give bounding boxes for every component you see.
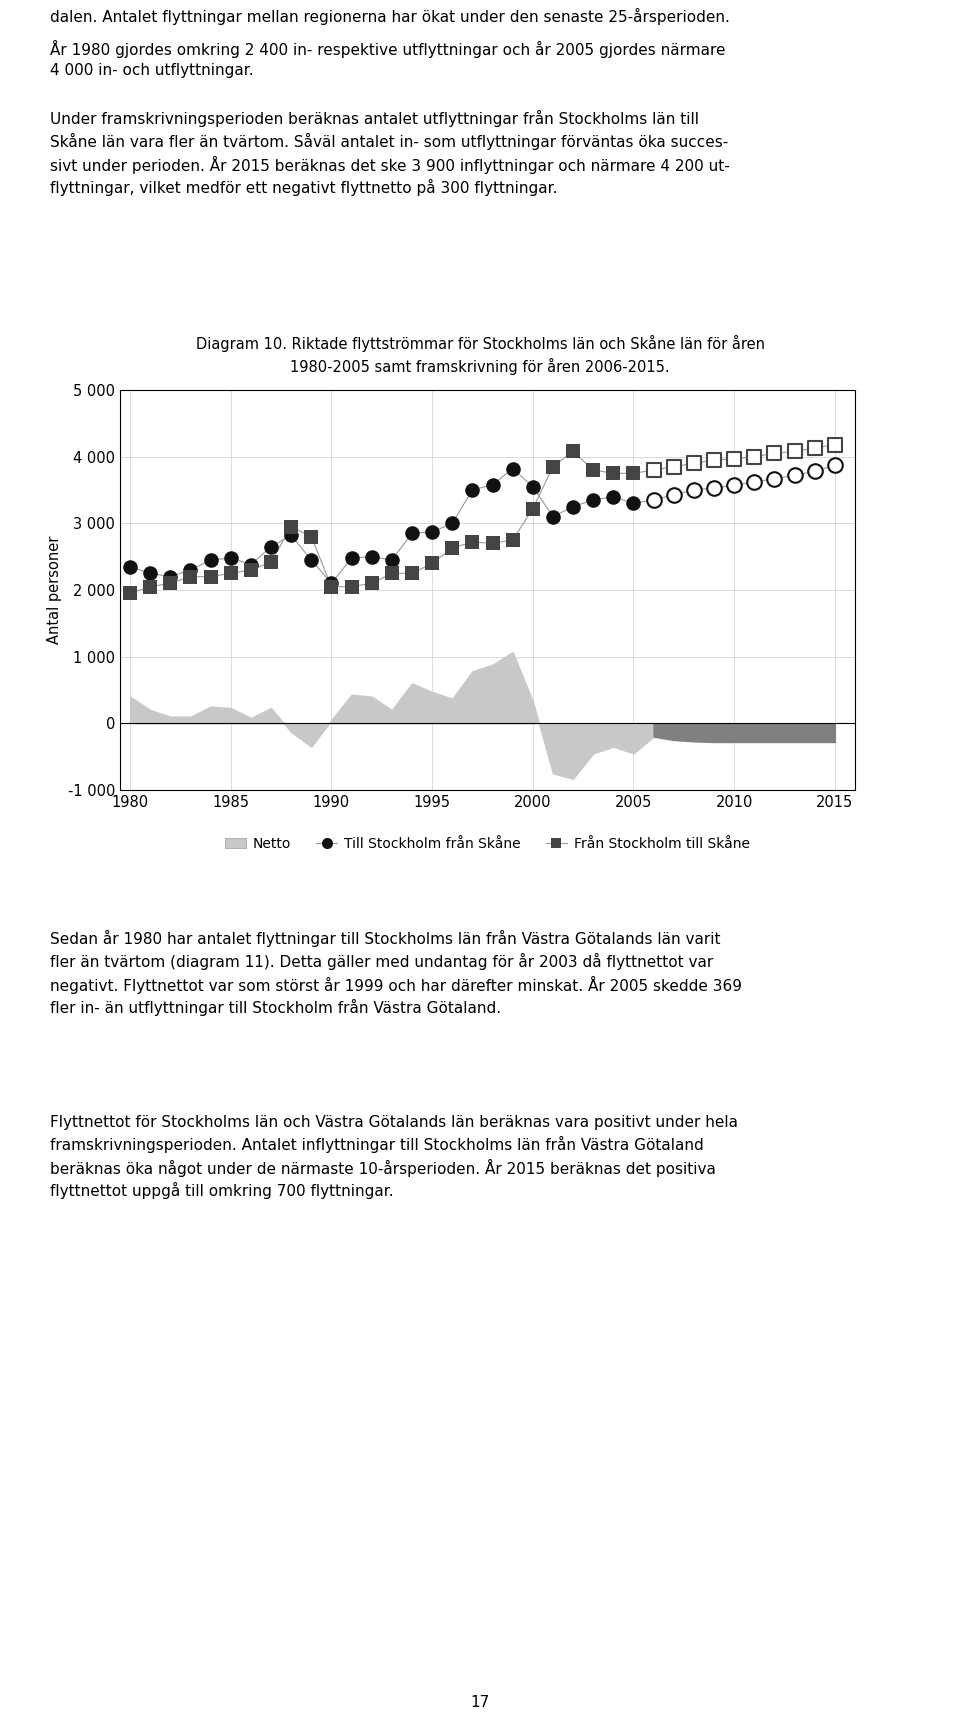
Point — [283, 521, 299, 549]
Point — [686, 449, 702, 476]
Point — [565, 494, 581, 521]
Point — [525, 473, 540, 501]
Point — [807, 435, 823, 463]
Point — [384, 559, 399, 587]
Point — [243, 556, 258, 583]
Text: År 1980 gjordes omkring 2 400 in- respektive utflyttningar och år 2005 gjordes n: År 1980 gjordes omkring 2 400 in- respek… — [50, 40, 726, 78]
Point — [828, 432, 843, 459]
Point — [666, 452, 682, 480]
Point — [465, 476, 480, 504]
Point — [182, 556, 198, 583]
Point — [162, 570, 178, 597]
Point — [263, 533, 278, 561]
Y-axis label: Antal personer: Antal personer — [47, 535, 62, 644]
Point — [303, 523, 319, 551]
Point — [283, 513, 299, 540]
Point — [142, 559, 157, 587]
Point — [203, 545, 218, 573]
Point — [203, 563, 218, 590]
Point — [545, 502, 561, 530]
Point — [787, 437, 803, 464]
Point — [344, 544, 359, 571]
Text: dalen. Antalet flyttningar mellan regionerna har ökat under den senaste 25-årspe: dalen. Antalet flyttningar mellan region… — [50, 9, 730, 24]
Point — [182, 563, 198, 590]
Point — [444, 533, 460, 561]
Legend: Netto, Till Stockholm från Skåne, Från Stockholm till Skåne: Netto, Till Stockholm från Skåne, Från S… — [226, 837, 750, 851]
Text: Sedan år 1980 har antalet flyttningar till Stockholms län från Västra Götalands : Sedan år 1980 har antalet flyttningar ti… — [50, 930, 742, 1017]
Point — [807, 457, 823, 485]
Point — [485, 471, 500, 499]
Point — [223, 559, 238, 587]
Point — [465, 528, 480, 556]
Point — [787, 461, 803, 488]
Point — [686, 476, 702, 504]
Point — [384, 545, 399, 573]
Point — [223, 544, 238, 571]
Point — [122, 552, 137, 580]
Point — [565, 437, 581, 464]
Point — [424, 549, 440, 576]
Point — [122, 580, 137, 608]
Point — [828, 452, 843, 480]
Point — [606, 483, 621, 511]
Point — [324, 573, 339, 601]
Point — [404, 520, 420, 547]
Point — [444, 509, 460, 537]
Point — [424, 518, 440, 545]
Point — [263, 549, 278, 576]
Text: 17: 17 — [470, 1695, 490, 1710]
Point — [646, 487, 661, 514]
Point — [162, 563, 178, 590]
Text: Flyttnettot för Stockholms län och Västra Götalands län beräknas vara positivt u: Flyttnettot för Stockholms län och Västr… — [50, 1115, 738, 1200]
Point — [727, 445, 742, 473]
Point — [505, 456, 520, 483]
Point — [707, 475, 722, 502]
Point — [707, 447, 722, 475]
Point — [626, 490, 641, 518]
Point — [747, 444, 762, 471]
Point — [243, 551, 258, 578]
Point — [324, 570, 339, 597]
Point — [606, 459, 621, 487]
Text: Under framskrivningsperioden beräknas antalet utflyttningar från Stockholms län : Under framskrivningsperioden beräknas an… — [50, 110, 730, 197]
Point — [364, 544, 379, 571]
Point — [586, 487, 601, 514]
Point — [747, 468, 762, 495]
Point — [142, 573, 157, 601]
Point — [505, 526, 520, 554]
Text: Diagram 10. Riktade flyttströmmar för Stockholms län och Skåne län för åren
1980: Diagram 10. Riktade flyttströmmar för St… — [196, 335, 764, 375]
Point — [626, 459, 641, 487]
Point — [364, 570, 379, 597]
Point — [666, 482, 682, 509]
Point — [767, 464, 782, 492]
Point — [303, 545, 319, 573]
Point — [727, 471, 742, 499]
Point — [344, 573, 359, 601]
Point — [545, 452, 561, 480]
Point — [586, 456, 601, 483]
Point — [485, 530, 500, 557]
Point — [646, 456, 661, 483]
Point — [525, 495, 540, 523]
Point — [767, 440, 782, 468]
Point — [404, 559, 420, 587]
